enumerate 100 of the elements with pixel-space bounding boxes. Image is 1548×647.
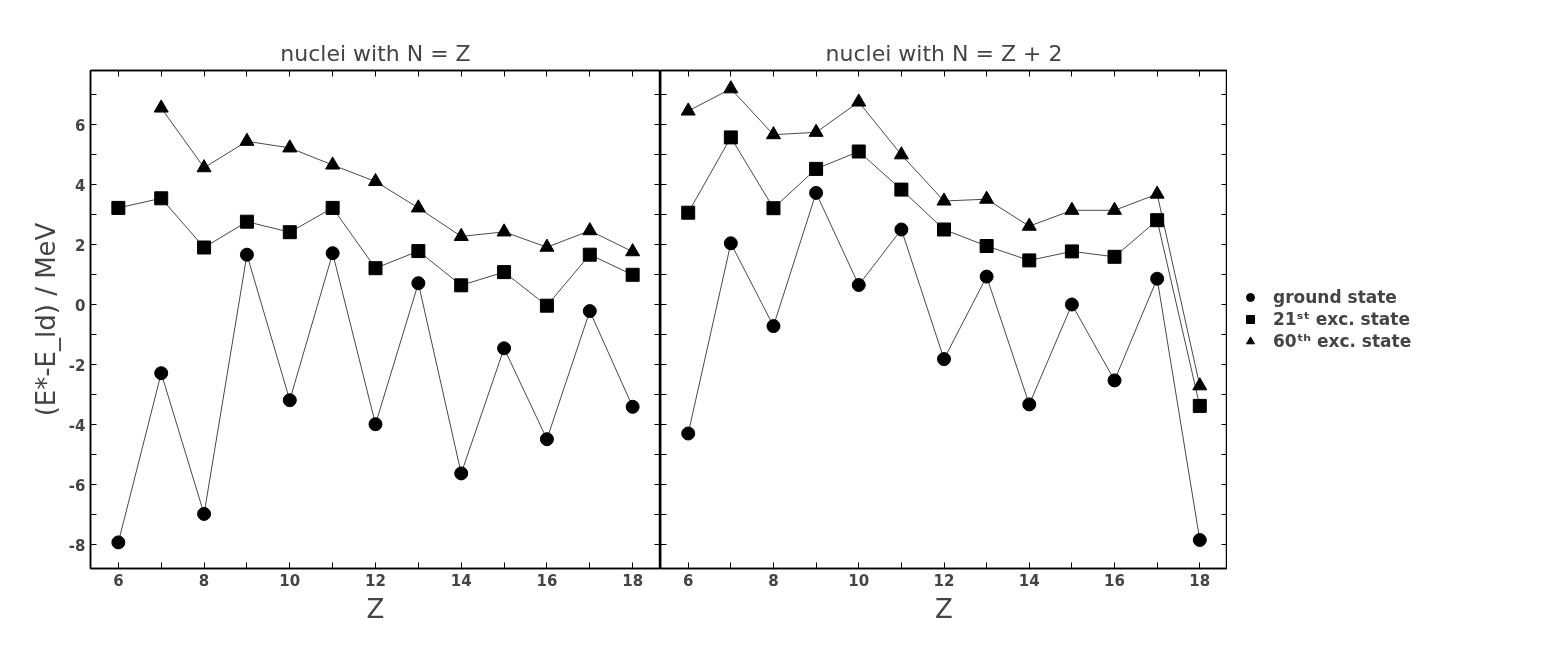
point xyxy=(625,267,640,282)
point xyxy=(680,102,696,116)
point xyxy=(625,399,640,414)
point xyxy=(539,432,554,447)
point xyxy=(325,156,341,170)
point xyxy=(325,200,340,215)
point xyxy=(410,199,426,213)
x-tick-label: 6 xyxy=(682,571,694,590)
point xyxy=(411,244,426,259)
point xyxy=(582,304,597,319)
x-tick-label: 8 xyxy=(768,571,779,590)
point xyxy=(239,214,254,229)
point xyxy=(239,247,254,262)
point xyxy=(111,200,126,215)
point xyxy=(851,278,866,292)
x-tick-label: 14 xyxy=(1018,571,1040,590)
point xyxy=(765,126,781,140)
point xyxy=(1022,397,1037,412)
point xyxy=(894,222,909,237)
point xyxy=(1192,533,1207,547)
point xyxy=(1150,271,1165,286)
chart-title: nuclei with N = Z xyxy=(280,40,471,66)
y-tick-label: -2 xyxy=(68,356,86,375)
point xyxy=(497,265,512,280)
point xyxy=(979,269,994,284)
y-tick-label: -6 xyxy=(68,476,86,495)
point xyxy=(496,223,512,237)
y-tick-label: 2 xyxy=(75,236,86,255)
point xyxy=(1021,217,1037,231)
point xyxy=(368,172,383,187)
point xyxy=(809,161,824,176)
point xyxy=(809,185,824,200)
point xyxy=(325,246,340,261)
point xyxy=(411,276,426,291)
point xyxy=(1064,244,1079,259)
point xyxy=(239,132,255,146)
legend-label: 60ᵗʰ exc. state xyxy=(1273,331,1412,351)
point xyxy=(1192,398,1207,413)
x-tick-label: 10 xyxy=(279,571,301,590)
y-tick-label: -8 xyxy=(68,536,86,555)
point xyxy=(1064,297,1079,312)
point xyxy=(539,298,554,313)
x-tick-label: 6 xyxy=(113,571,124,590)
x-tick-label: 16 xyxy=(1104,571,1125,590)
point xyxy=(111,535,126,550)
y-tick-label: 4 xyxy=(75,176,86,195)
point xyxy=(937,222,951,237)
point xyxy=(723,80,739,94)
point xyxy=(454,466,469,481)
point xyxy=(808,123,824,137)
point xyxy=(937,352,951,367)
x-tick-label: 12 xyxy=(933,571,955,590)
point xyxy=(454,278,469,293)
point xyxy=(851,93,867,107)
point xyxy=(368,417,383,432)
point xyxy=(497,341,512,356)
x-tick-label: 8 xyxy=(198,571,210,590)
point xyxy=(539,238,555,252)
x-axis-title: Z xyxy=(366,593,385,624)
point xyxy=(1149,185,1165,199)
x-tick-label: 18 xyxy=(622,571,644,590)
point xyxy=(196,159,212,173)
point xyxy=(197,240,212,255)
point xyxy=(153,99,169,113)
y-tick-label: -4 xyxy=(68,416,86,435)
point xyxy=(936,192,952,206)
x-tick-label: 14 xyxy=(450,571,472,590)
point xyxy=(582,247,597,262)
point xyxy=(766,201,781,216)
x-tick-label: 10 xyxy=(848,571,870,590)
point xyxy=(851,144,866,159)
x-tick-label: 12 xyxy=(365,571,386,590)
point xyxy=(154,191,169,206)
x-axis-title: Z xyxy=(935,593,953,624)
point xyxy=(625,243,641,257)
point xyxy=(1150,213,1165,228)
legend-label: 21ˢᵗ exc. state xyxy=(1273,309,1410,329)
point xyxy=(368,261,383,276)
point xyxy=(893,146,909,160)
point xyxy=(1192,377,1208,391)
point xyxy=(197,506,212,521)
point xyxy=(453,227,469,241)
point xyxy=(979,190,995,204)
y-axis-title: (E*-E_ld) / MeV xyxy=(30,222,61,417)
point xyxy=(681,205,696,220)
point xyxy=(1022,253,1037,268)
point xyxy=(1107,373,1122,388)
point xyxy=(154,366,169,381)
point xyxy=(1107,249,1122,264)
x-tick-label: 18 xyxy=(1189,571,1211,590)
point xyxy=(723,130,738,145)
point xyxy=(1064,201,1080,215)
point xyxy=(723,236,738,251)
y-tick-label: 6 xyxy=(75,116,86,135)
point xyxy=(979,239,994,253)
point xyxy=(1107,201,1123,215)
y-tick-label: 0 xyxy=(75,296,86,315)
point xyxy=(894,182,909,197)
x-tick-label: 16 xyxy=(536,571,558,590)
point xyxy=(582,222,598,236)
